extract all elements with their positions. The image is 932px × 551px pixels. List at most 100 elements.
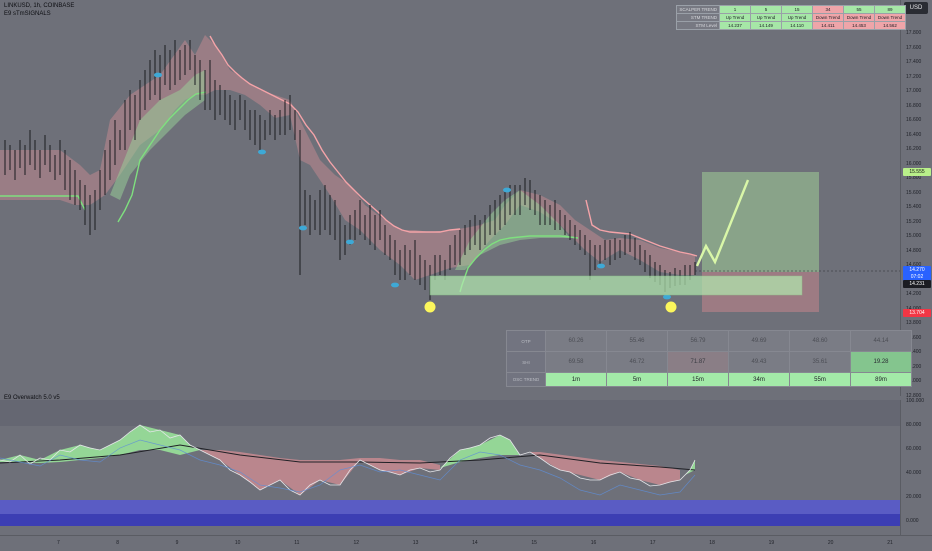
oscillator-cell: 19.28	[850, 351, 912, 373]
trend-cell: Down Trend	[874, 13, 906, 22]
time-tick: 10	[234, 540, 241, 546]
oscillator-table-row: OTP 60.26 55.46 56.79 49.69 48.60 44.14	[506, 330, 912, 352]
resistance-line	[209, 35, 461, 233]
oscillator-table-row: SHI 69.58 46.72 71.87 49.43 35.61 19.28	[506, 351, 912, 373]
oscillator-cell: 1m	[545, 372, 607, 387]
consolidation-zone	[429, 275, 803, 296]
oscillator-cell: 69.58	[545, 351, 607, 373]
oscillator-axis[interactable]: 100.000 80.000 60.000 40.000 20.000 0.000	[900, 398, 932, 535]
level-price-label: 14.231	[903, 280, 931, 288]
price-tick: 14.000	[906, 306, 921, 312]
candles	[4, 40, 696, 300]
trend-cell: Up Trend	[719, 13, 751, 22]
trend-cell: Up Trend	[781, 13, 813, 22]
price-chart[interactable]	[0, 0, 900, 396]
oscillator-legend[interactable]: E9 Overwatch 5.0 v5	[4, 395, 60, 401]
oscillator-tick: 100.000	[906, 398, 925, 404]
time-tick: 8	[116, 540, 120, 546]
target-zone	[702, 172, 819, 272]
support-line	[0, 195, 86, 211]
oscillator-row-label: SHI	[506, 351, 546, 373]
oversold-band	[0, 500, 900, 514]
time-tick: 13	[412, 540, 419, 546]
indicator-legend[interactable]: E9 sTmSIGNALS	[4, 11, 51, 17]
oscillator-cell: 34m	[728, 372, 790, 387]
trend-table-row: SCALPER TREND 1 5 15 34 55 89	[676, 5, 906, 14]
oscillator-line	[0, 424, 696, 496]
price-tick: 17.000	[906, 88, 922, 94]
price-tick: 16.000	[906, 160, 922, 167]
oscillator-cell: 49.43	[728, 351, 790, 373]
oscillator-tick: 0.000	[906, 518, 919, 524]
currency-button[interactable]: USD	[904, 2, 928, 14]
price-tick: 13.800	[906, 320, 922, 326]
oscillator-table-row: OSC TREND 1m 5m 15m 34m 55m 89m	[506, 372, 912, 387]
trend-cell: 14.453	[843, 21, 875, 30]
rsi-line	[0, 439, 696, 496]
time-tick: 21	[887, 540, 893, 546]
signal-line	[0, 444, 696, 471]
trend-cell: 89	[874, 5, 906, 14]
price-tick: 12.800	[906, 392, 922, 399]
oscillator-chart[interactable]	[0, 400, 900, 535]
trend-cell: Up Trend	[750, 13, 782, 22]
countdown-label: 07:02	[903, 273, 931, 281]
trend-cell: Down Trend	[843, 13, 875, 22]
trend-row-label: STM TREND	[676, 13, 720, 22]
price-tick: 14.600	[906, 262, 922, 268]
time-tick: 18	[709, 540, 715, 546]
oscillator-cell: 15m	[667, 372, 729, 387]
trend-cell: 34	[812, 5, 844, 14]
price-tick: 13.200	[906, 363, 922, 370]
time-tick: 14	[472, 540, 478, 546]
trend-row-label: SCALPER TREND	[676, 5, 720, 14]
bull-fill	[0, 425, 200, 463]
oscillator-cell: 44.14	[850, 330, 912, 352]
oscillator-cell: 46.72	[606, 351, 668, 373]
time-tick: 11	[294, 540, 300, 546]
oscillator-tick: 60.000	[906, 446, 922, 452]
trend-table-row: STM Level 14.237 14.149 14.110 14.411 14.453 1…	[676, 21, 906, 30]
yellow-signal	[424, 301, 436, 313]
resistance-line	[585, 199, 698, 257]
oscillator-tick: 20.000	[906, 494, 922, 500]
oscillator-table: OTP 60.26 55.46 56.79 49.69 48.60 44.14 SHI 69.5…	[506, 330, 912, 387]
trend-table: SCALPER TREND 1 5 15 34 55 89 STM TREND Up Trend…	[676, 5, 906, 30]
price-tick: 16.600	[906, 117, 922, 123]
price-tick: 15.200	[906, 218, 922, 225]
time-tick: 17	[650, 540, 656, 546]
trend-cell: 1	[719, 5, 751, 14]
target-price-label: 15.555	[903, 168, 931, 176]
yellow-signal	[665, 301, 677, 313]
trend-cell: 55	[843, 5, 875, 14]
price-tick: 15.000	[906, 233, 922, 239]
symbol-title[interactable]: LINKUSD, 1h, COINBASE	[4, 3, 75, 9]
price-tick: 14.200	[906, 291, 922, 297]
price-tick: 17.600	[906, 44, 922, 51]
trend-cell: 14.562	[874, 21, 906, 30]
oscillator-tick: 40.000	[906, 470, 922, 476]
price-axis[interactable]: 17.800 17.600 17.400 17.200 17.000 16.800 16.6…	[900, 0, 932, 399]
projection-path	[695, 179, 750, 267]
price-tick: 16.800	[906, 102, 922, 109]
oscillator-cell: 56.79	[667, 330, 729, 352]
price-tick: 14.800	[906, 247, 922, 254]
time-axis[interactable]: 7 8 9 10 11 12 13 14 15 16 17 18 19 20 21	[0, 535, 932, 551]
signal-markers	[154, 72, 671, 300]
bear-fill	[200, 450, 440, 495]
time-tick: 7	[57, 540, 60, 546]
trend-cell: 14.110	[781, 21, 813, 30]
trend-cell: 14.149	[750, 21, 782, 30]
price-tick: 13.600	[906, 334, 922, 341]
price-tick: 13.400	[906, 349, 922, 355]
support-line	[117, 91, 207, 223]
bear-fill	[530, 452, 680, 485]
support-line	[459, 235, 579, 293]
stop-price-label: 13.704	[903, 309, 931, 317]
current-price-label: 14.270	[903, 266, 931, 274]
oscillator-cell: 71.87	[667, 351, 729, 373]
time-tick: 19	[768, 540, 775, 546]
price-tick: 17.800	[906, 30, 922, 36]
price-tick: 17.400	[906, 59, 922, 65]
oscillator-row-label: OSC TREND	[506, 372, 546, 387]
